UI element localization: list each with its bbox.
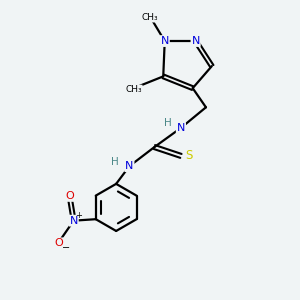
Text: H: H [164, 118, 172, 128]
Text: N: N [191, 36, 200, 46]
Text: +: + [76, 211, 82, 220]
Text: H: H [111, 157, 119, 167]
Text: N: N [160, 36, 169, 46]
Text: S: S [185, 149, 193, 162]
Text: CH₃: CH₃ [125, 85, 142, 94]
Text: CH₃: CH₃ [142, 13, 158, 22]
Text: −: − [62, 243, 70, 253]
Text: O: O [66, 191, 74, 201]
Text: N: N [177, 123, 185, 133]
Text: N: N [125, 161, 134, 171]
Text: O: O [55, 238, 63, 248]
Text: N: N [70, 216, 78, 226]
